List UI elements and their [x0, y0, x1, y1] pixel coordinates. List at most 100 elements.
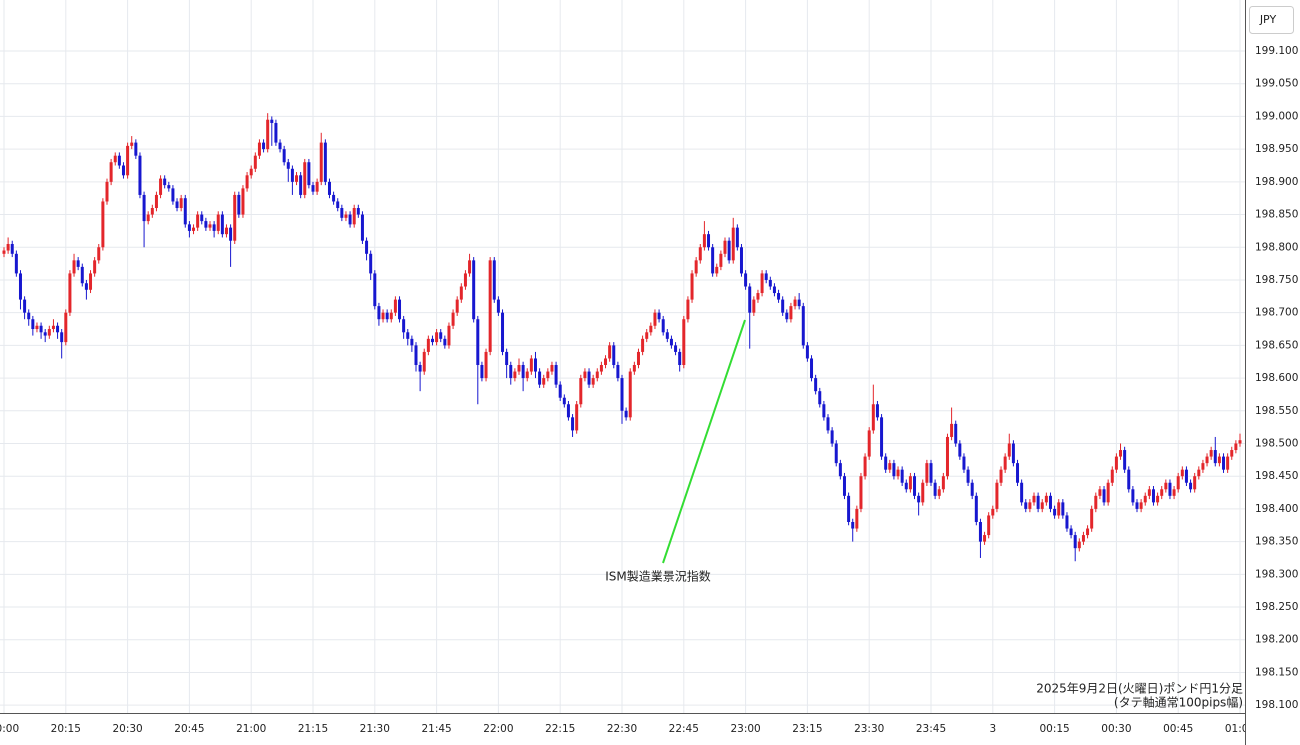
candle-body: [1127, 469, 1131, 490]
candle-body: [385, 312, 389, 320]
candle-body: [525, 371, 529, 379]
candle-body: [612, 345, 616, 366]
candle-body: [60, 332, 64, 343]
caption: 2025年9月2日(火曜日)ポンド円1分足: [1036, 682, 1243, 696]
y-tick-label: 198.650: [1255, 339, 1298, 351]
candle-body: [772, 286, 776, 294]
y-tick-label: 198.600: [1255, 372, 1298, 384]
candle-body: [1098, 489, 1102, 496]
candle-body: [945, 436, 949, 477]
candle-body: [1230, 450, 1234, 457]
candle-body: [715, 266, 719, 274]
x-tick-label: 00:45: [1163, 723, 1193, 735]
candle-body: [484, 351, 488, 379]
candle-body: [777, 293, 781, 300]
candle-body: [1135, 502, 1139, 509]
candle-body: [1011, 443, 1015, 464]
candle-body: [192, 227, 196, 231]
y-tick-label: 198.800: [1255, 241, 1298, 253]
candle-body: [661, 319, 665, 333]
candle-body: [463, 273, 467, 287]
candle-body: [649, 325, 653, 333]
candle-body: [303, 162, 307, 195]
candle-body: [31, 319, 35, 330]
candle-body: [101, 201, 105, 248]
candle-body: [216, 214, 220, 231]
candle-body: [859, 476, 863, 509]
candle-body: [863, 456, 867, 477]
candle-body: [402, 319, 406, 333]
candle-body: [562, 397, 566, 405]
candle-body: [1147, 489, 1151, 496]
candle-body: [744, 273, 748, 287]
candle-body: [262, 142, 266, 150]
y-tick-label: 198.700: [1255, 307, 1298, 319]
candle-body: [917, 495, 921, 503]
candle-body: [418, 365, 422, 372]
candle-body: [941, 476, 945, 490]
y-axis: 198.100 198.150 198.200 198.250 198.300 198.3…: [1255, 45, 1298, 711]
candle-body: [414, 345, 418, 366]
candle-body: [983, 535, 987, 542]
candle-body: [196, 214, 200, 228]
candle-body: [344, 214, 348, 218]
candle-body: [492, 260, 496, 300]
candle-body: [987, 515, 991, 536]
candle-body: [23, 299, 27, 313]
candle-body: [447, 325, 451, 346]
candle-body: [336, 201, 340, 209]
candle-body: [439, 332, 443, 339]
candle-body: [913, 476, 917, 496]
candle-body: [1143, 495, 1147, 503]
candle-body: [1048, 495, 1052, 509]
candle-body: [360, 214, 364, 241]
candle-body: [830, 430, 834, 444]
candle-body: [175, 201, 179, 209]
candle-body: [2, 250, 6, 254]
candle-body: [739, 247, 743, 274]
candle-body: [1090, 508, 1094, 529]
candle-body: [657, 312, 661, 320]
candle-body: [966, 469, 970, 483]
candle-body: [707, 234, 711, 248]
grid: [0, 0, 1245, 713]
candle-body: [760, 273, 764, 294]
y-tick-label: 199.000: [1255, 110, 1298, 122]
candle-body: [1151, 489, 1155, 503]
candle-body: [884, 456, 888, 470]
candle-body: [871, 404, 875, 431]
candle-body: [538, 371, 542, 385]
candle-body: [204, 221, 208, 228]
y-tick-label: 198.200: [1255, 634, 1298, 646]
candle-body: [323, 142, 327, 182]
candle-body: [159, 178, 163, 195]
candle-body: [805, 345, 809, 359]
candle-body: [665, 332, 669, 339]
candle-body: [669, 338, 673, 346]
candle-body: [1139, 502, 1143, 509]
candle-body: [566, 404, 570, 418]
candle-body: [686, 299, 690, 320]
candle-body: [369, 253, 373, 274]
candle-body: [56, 325, 60, 333]
x-tick-label: 21:30: [360, 723, 390, 735]
candle-body: [1069, 528, 1073, 536]
candle-body: [797, 299, 801, 307]
candle-body: [521, 365, 525, 379]
candle-body: [632, 365, 636, 372]
candle-body: [1036, 495, 1040, 509]
candle-body: [575, 404, 579, 431]
y-tick-label: 198.250: [1255, 601, 1298, 613]
x-tick-label: 23:30: [854, 723, 884, 735]
candle-body: [1217, 456, 1221, 464]
y-tick-label: 198.900: [1255, 176, 1298, 188]
candle-body: [1156, 495, 1160, 503]
candle-body: [472, 260, 476, 320]
candle-body: [599, 365, 603, 372]
candle-body: [587, 371, 591, 385]
candle-body: [694, 260, 698, 274]
candle-body: [1184, 469, 1188, 483]
candle-body: [10, 243, 14, 254]
candle-body: [801, 306, 805, 346]
